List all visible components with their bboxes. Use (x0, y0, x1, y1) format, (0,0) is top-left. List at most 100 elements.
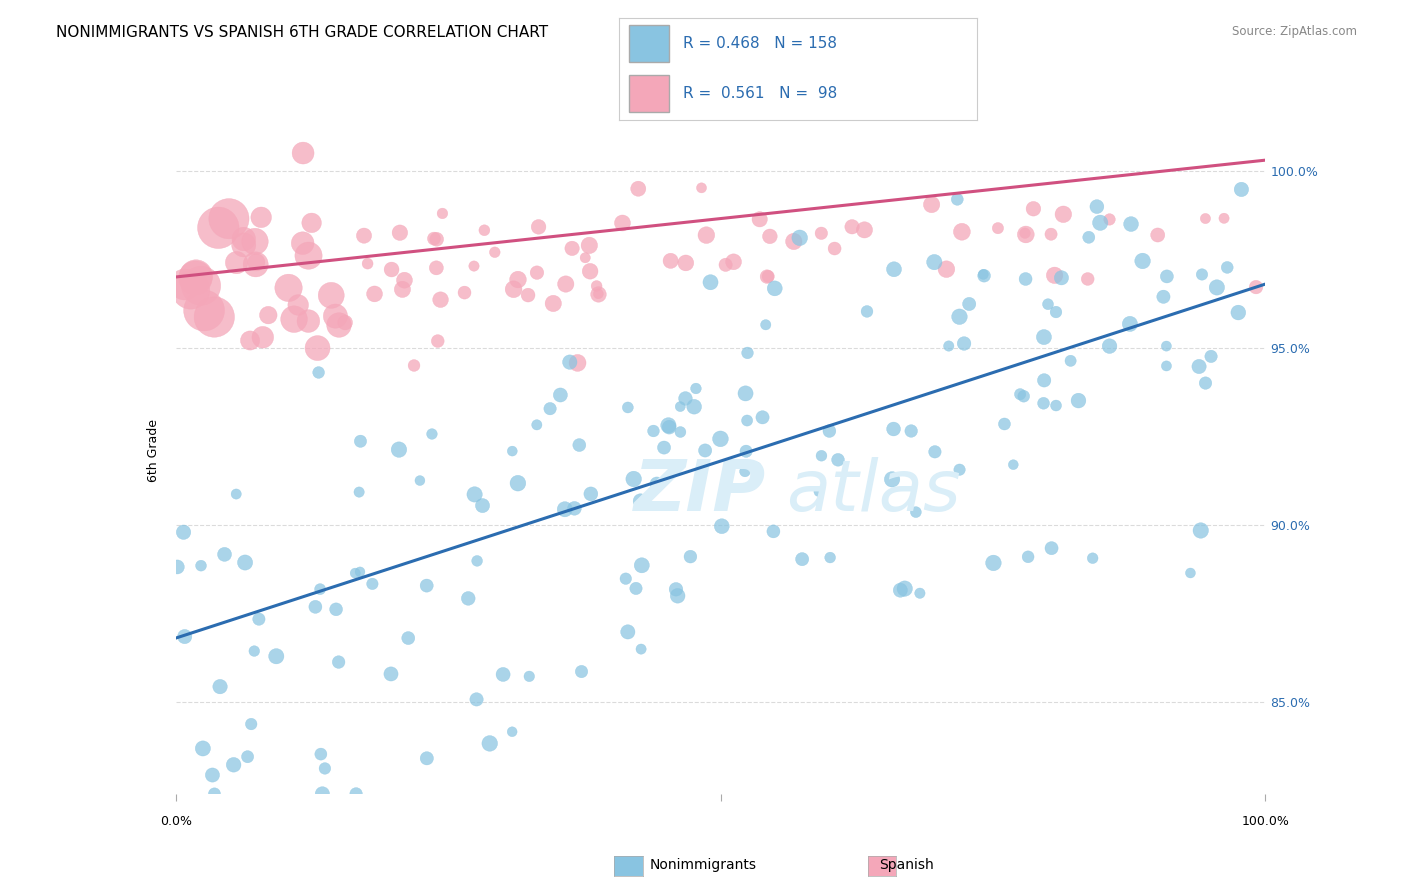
Point (252, 330, 274, 344)
Point (1090, 216, 1112, 230)
Y-axis label: 6th Grade: 6th Grade (146, 419, 160, 482)
Point (1002, 458, 1025, 472)
Point (420, 427, 443, 442)
Point (1043, 268, 1066, 283)
Point (465, 554, 488, 568)
Point (1036, 297, 1059, 311)
Point (1199, 350, 1222, 364)
Point (201, 768, 224, 782)
Point (291, 236, 314, 251)
Point (501, 444, 523, 458)
Point (311, 787, 333, 801)
Point (714, 258, 737, 272)
Point (756, 269, 779, 284)
Point (396, 631, 419, 645)
Point (853, 223, 876, 237)
Point (1098, 339, 1121, 353)
Point (356, 257, 378, 271)
Point (827, 452, 849, 467)
Point (349, 434, 371, 449)
Point (1180, 566, 1202, 580)
Point (381, 262, 404, 277)
Point (328, 655, 350, 669)
Point (304, 599, 326, 614)
Point (735, 444, 758, 458)
Point (457, 591, 479, 606)
Point (232, 232, 254, 246)
Point (1081, 551, 1104, 566)
Text: R =  0.561   N =  98: R = 0.561 N = 98 (683, 87, 838, 102)
Point (630, 558, 652, 573)
Text: Nonimmigrants: Nonimmigrants (650, 858, 756, 872)
Point (630, 642, 652, 657)
Point (792, 552, 814, 566)
Point (756, 269, 779, 284)
Point (344, 566, 367, 581)
Point (501, 724, 523, 739)
Point (953, 336, 976, 351)
Point (1067, 393, 1090, 408)
Text: Spanish: Spanish (880, 858, 934, 872)
Point (250, 211, 273, 225)
Point (1119, 217, 1142, 231)
Point (506, 272, 529, 286)
Point (184, 270, 207, 285)
Point (883, 422, 905, 436)
Point (394, 273, 416, 287)
Point (222, 757, 245, 772)
Point (734, 465, 756, 479)
Point (630, 494, 652, 508)
Point (543, 296, 565, 310)
Point (465, 692, 488, 706)
Point (973, 268, 995, 283)
Point (506, 476, 529, 491)
Point (948, 463, 970, 477)
Point (695, 443, 717, 458)
Point (683, 400, 706, 414)
Point (202, 310, 225, 324)
Point (1213, 211, 1236, 226)
Point (561, 241, 583, 255)
Point (1045, 399, 1067, 413)
Point (810, 227, 832, 241)
Point (1205, 280, 1227, 294)
Point (889, 583, 911, 598)
Point (1156, 359, 1178, 373)
Point (166, 560, 188, 574)
Point (675, 256, 697, 270)
Point (900, 424, 922, 438)
Point (568, 438, 591, 452)
Point (723, 255, 745, 269)
Point (1045, 305, 1067, 319)
Point (1132, 254, 1154, 268)
Point (402, 359, 425, 373)
Point (734, 386, 756, 401)
Text: atlas: atlas (786, 458, 960, 526)
Point (1032, 396, 1054, 410)
Point (824, 242, 846, 256)
Point (554, 277, 576, 291)
Point (921, 197, 943, 211)
Point (388, 226, 411, 240)
Point (464, 487, 486, 501)
Point (1015, 227, 1038, 242)
Point (588, 286, 610, 301)
Point (710, 519, 733, 533)
Point (893, 582, 915, 596)
Point (1085, 200, 1108, 214)
Point (554, 502, 576, 516)
Point (1033, 373, 1056, 387)
Point (1050, 270, 1073, 285)
FancyBboxPatch shape (630, 25, 669, 62)
Point (578, 238, 600, 252)
Point (1216, 260, 1239, 275)
Point (307, 341, 329, 355)
Point (425, 260, 447, 275)
Point (1191, 268, 1213, 282)
Point (423, 231, 446, 245)
Point (214, 547, 236, 561)
Point (353, 228, 375, 243)
Point (1188, 359, 1211, 374)
Point (333, 316, 356, 330)
Point (841, 219, 863, 234)
